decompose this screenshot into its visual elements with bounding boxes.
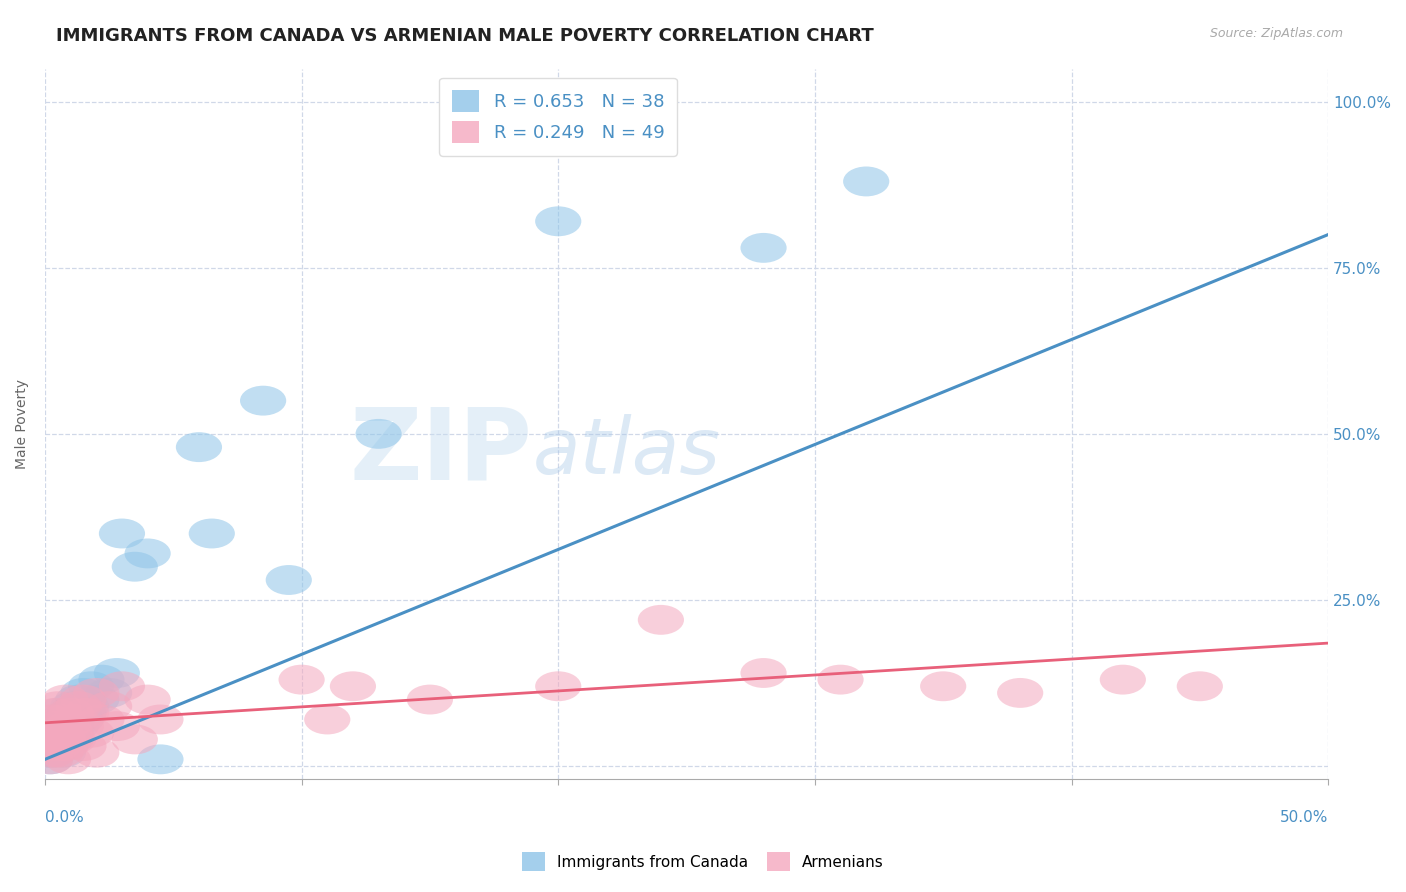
Ellipse shape (920, 672, 966, 701)
Ellipse shape (39, 705, 86, 734)
Ellipse shape (741, 233, 786, 263)
Ellipse shape (39, 711, 86, 741)
Ellipse shape (73, 678, 120, 708)
Ellipse shape (111, 552, 157, 582)
Ellipse shape (60, 685, 107, 714)
Ellipse shape (67, 718, 114, 747)
Ellipse shape (60, 678, 107, 708)
Ellipse shape (536, 206, 581, 236)
Ellipse shape (138, 745, 184, 774)
Ellipse shape (55, 691, 101, 721)
Ellipse shape (406, 685, 453, 714)
Ellipse shape (844, 167, 890, 196)
Ellipse shape (38, 718, 83, 747)
Ellipse shape (79, 665, 125, 695)
Ellipse shape (51, 724, 96, 755)
Ellipse shape (266, 565, 312, 595)
Ellipse shape (67, 672, 114, 701)
Y-axis label: Male Poverty: Male Poverty (15, 379, 30, 469)
Ellipse shape (741, 658, 786, 688)
Ellipse shape (536, 672, 581, 701)
Ellipse shape (38, 738, 83, 768)
Ellipse shape (1177, 672, 1223, 701)
Ellipse shape (111, 724, 157, 755)
Ellipse shape (58, 711, 104, 741)
Ellipse shape (94, 658, 141, 688)
Ellipse shape (45, 711, 91, 741)
Ellipse shape (51, 691, 96, 721)
Ellipse shape (55, 685, 101, 714)
Ellipse shape (94, 711, 141, 741)
Ellipse shape (73, 738, 120, 768)
Ellipse shape (356, 419, 402, 449)
Ellipse shape (98, 672, 145, 701)
Ellipse shape (24, 718, 70, 747)
Ellipse shape (60, 731, 107, 761)
Ellipse shape (278, 665, 325, 695)
Ellipse shape (30, 718, 76, 747)
Ellipse shape (52, 705, 98, 734)
Ellipse shape (32, 711, 79, 741)
Ellipse shape (30, 724, 76, 755)
Ellipse shape (86, 691, 132, 721)
Text: ZIP: ZIP (350, 404, 533, 500)
Ellipse shape (30, 738, 76, 768)
Ellipse shape (1099, 665, 1146, 695)
Text: Source: ZipAtlas.com: Source: ZipAtlas.com (1209, 27, 1343, 40)
Ellipse shape (79, 705, 125, 734)
Ellipse shape (30, 738, 76, 768)
Ellipse shape (304, 705, 350, 734)
Ellipse shape (45, 718, 91, 747)
Ellipse shape (35, 724, 82, 755)
Ellipse shape (52, 711, 98, 741)
Ellipse shape (58, 705, 104, 734)
Ellipse shape (48, 718, 94, 747)
Ellipse shape (330, 672, 375, 701)
Ellipse shape (35, 698, 82, 728)
Ellipse shape (32, 731, 79, 761)
Text: 0.0%: 0.0% (45, 810, 84, 825)
Ellipse shape (60, 698, 107, 728)
Ellipse shape (125, 685, 170, 714)
Ellipse shape (24, 731, 70, 761)
Ellipse shape (98, 518, 145, 549)
Ellipse shape (27, 745, 73, 774)
Ellipse shape (997, 678, 1043, 708)
Ellipse shape (86, 678, 132, 708)
Ellipse shape (48, 698, 94, 728)
Ellipse shape (48, 724, 94, 755)
Ellipse shape (176, 433, 222, 462)
Ellipse shape (27, 745, 73, 774)
Ellipse shape (27, 705, 73, 734)
Ellipse shape (42, 685, 89, 714)
Ellipse shape (48, 698, 94, 728)
Ellipse shape (35, 731, 82, 761)
Ellipse shape (125, 539, 170, 568)
Ellipse shape (817, 665, 863, 695)
Ellipse shape (63, 691, 110, 721)
Ellipse shape (39, 724, 86, 755)
Ellipse shape (45, 745, 91, 774)
Ellipse shape (638, 605, 683, 635)
Text: atlas: atlas (533, 414, 720, 491)
Ellipse shape (188, 518, 235, 549)
Ellipse shape (240, 385, 287, 416)
Ellipse shape (38, 731, 83, 761)
Ellipse shape (32, 698, 79, 728)
Ellipse shape (39, 738, 86, 768)
Ellipse shape (73, 685, 120, 714)
Legend: Immigrants from Canada, Armenians: Immigrants from Canada, Armenians (516, 847, 890, 877)
Text: 50.0%: 50.0% (1279, 810, 1329, 825)
Ellipse shape (35, 691, 82, 721)
Ellipse shape (63, 698, 110, 728)
Ellipse shape (42, 705, 89, 734)
Legend: R = 0.653   N = 38, R = 0.249   N = 49: R = 0.653 N = 38, R = 0.249 N = 49 (440, 78, 678, 156)
Ellipse shape (138, 705, 184, 734)
Text: IMMIGRANTS FROM CANADA VS ARMENIAN MALE POVERTY CORRELATION CHART: IMMIGRANTS FROM CANADA VS ARMENIAN MALE … (56, 27, 875, 45)
Ellipse shape (42, 731, 89, 761)
Ellipse shape (24, 738, 70, 768)
